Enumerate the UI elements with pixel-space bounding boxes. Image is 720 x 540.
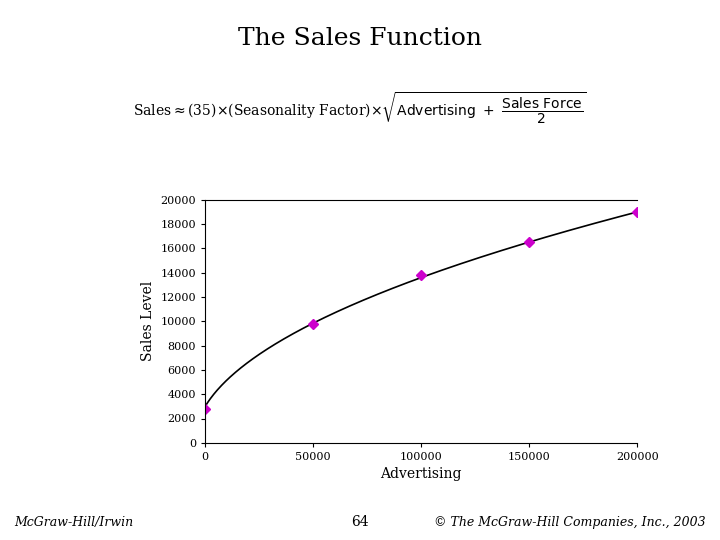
Text: The Sales Function: The Sales Function	[238, 27, 482, 50]
Text: McGraw-Hill/Irwin: McGraw-Hill/Irwin	[14, 516, 133, 529]
Y-axis label: Sales Level: Sales Level	[141, 281, 155, 361]
Text: Sales$\approx$(35)$\times$(Seasonality Factor)$\times\sqrt{\mathrm{Advertising}\: Sales$\approx$(35)$\times$(Seasonality F…	[133, 90, 587, 126]
X-axis label: Advertising: Advertising	[380, 468, 462, 481]
Text: © The McGraw-Hill Companies, Inc., 2003: © The McGraw-Hill Companies, Inc., 2003	[434, 516, 706, 529]
Text: 64: 64	[351, 515, 369, 529]
